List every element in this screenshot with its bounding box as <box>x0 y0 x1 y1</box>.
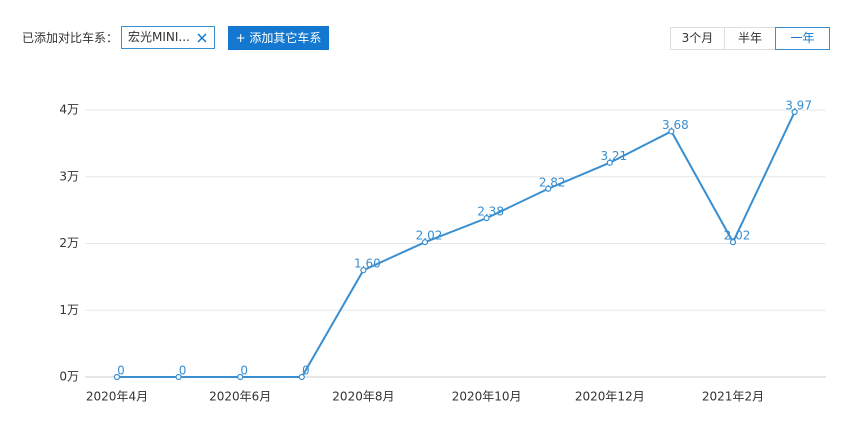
remove-icon[interactable] <box>197 33 207 43</box>
range-button[interactable]: 半年 <box>724 27 776 50</box>
range-button[interactable]: 3个月 <box>670 27 725 50</box>
x-tick-label: 2020年6月 <box>209 390 271 404</box>
x-tick-label: 2021年2月 <box>702 390 764 404</box>
data-label: 0 <box>117 364 125 378</box>
y-tick-label: 1万 <box>59 303 79 317</box>
point <box>791 108 798 116</box>
x-tick-label: 2020年8月 <box>332 390 394 404</box>
y-tick-label: 3万 <box>59 169 79 183</box>
x-tick-label: 2020年10月 <box>452 390 522 404</box>
x-tick-label: 2020年12月 <box>575 390 645 404</box>
point <box>606 159 613 166</box>
point <box>545 185 552 192</box>
data-label: 0 <box>240 364 248 378</box>
y-tick-label: 0万 <box>59 370 79 384</box>
point <box>483 215 490 222</box>
data-label: 3.97 <box>785 99 812 113</box>
data-label: 3.68 <box>662 118 689 132</box>
data-label: 2.82 <box>539 175 566 189</box>
y-tick-label: 4万 <box>59 103 79 117</box>
data-label: 1.60 <box>354 257 381 271</box>
data-label: 2.02 <box>724 229 751 243</box>
point <box>360 267 367 274</box>
y-tick-label: 2万 <box>59 236 79 250</box>
x-tick-label: 2020年4月 <box>86 390 148 404</box>
data-label: 0 <box>179 364 187 378</box>
data-label: 0 <box>302 364 310 378</box>
data-label: 2.38 <box>477 205 504 219</box>
point <box>175 373 182 381</box>
selected-tag[interactable]: 宏光MINI... <box>121 26 215 49</box>
point <box>421 239 429 246</box>
add-button[interactable]: + 添加其它车系 <box>228 26 329 50</box>
tag-text: 宏光MINI... <box>128 30 190 44</box>
point <box>729 239 737 246</box>
range-button[interactable]: 一年 <box>775 27 830 50</box>
data-label: 2.02 <box>416 229 443 243</box>
point <box>668 128 675 135</box>
data-label: 3.21 <box>600 149 627 163</box>
point <box>298 373 305 381</box>
point <box>113 373 121 381</box>
compare-label: 已添加对比车系： <box>22 31 119 45</box>
line <box>117 111 796 378</box>
point <box>237 373 244 381</box>
